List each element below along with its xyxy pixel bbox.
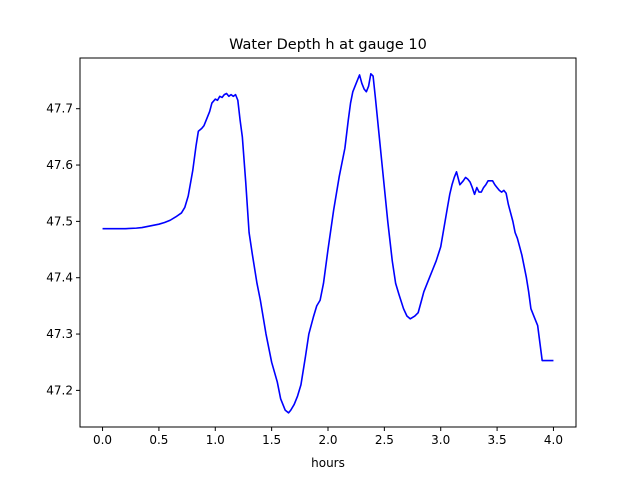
- x-axis-label: hours: [311, 456, 345, 470]
- y-tick-label: 47.3: [46, 327, 73, 341]
- plot-area: [80, 58, 576, 427]
- x-tick-label: 2.5: [375, 433, 394, 447]
- x-tick-label: 1.5: [262, 433, 281, 447]
- x-tick-label: 2.0: [318, 433, 337, 447]
- x-tick-label: 0.0: [93, 433, 112, 447]
- x-tick-label: 4.0: [544, 433, 563, 447]
- plot-frame: [79, 57, 577, 428]
- y-axis: 47.2 47.3 47.4 47.5 47.6 47.7: [46, 102, 80, 397]
- x-tick-label: 3.5: [488, 433, 507, 447]
- y-tick-label: 47.5: [46, 214, 73, 228]
- x-tick-label: 3.0: [431, 433, 450, 447]
- water-depth-line: [102, 72, 554, 414]
- y-tick-label: 47.2: [46, 383, 73, 397]
- x-axis: 0.0 0.5 1.0 1.5 2.0 2.5 3.0 3.5 4.0: [93, 427, 563, 447]
- chart-title: Water Depth h at gauge 10: [229, 37, 427, 53]
- x-tick-label: 0.5: [149, 433, 168, 447]
- x-tick-label: 1.0: [206, 433, 225, 447]
- y-tick-label: 47.4: [46, 271, 73, 285]
- y-tick-label: 47.6: [46, 158, 73, 172]
- y-tick-label: 47.7: [46, 102, 73, 116]
